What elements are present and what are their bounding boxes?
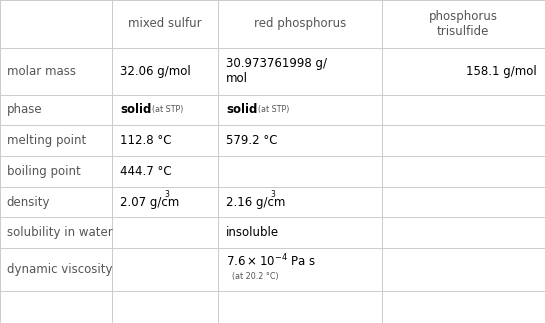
Text: 2.07 g/cm: 2.07 g/cm (120, 195, 179, 209)
Text: melting point: melting point (7, 134, 86, 147)
Text: (at STP): (at STP) (152, 106, 183, 114)
Text: (at 20.2 °C): (at 20.2 °C) (232, 272, 278, 281)
Text: 2.16 g/cm: 2.16 g/cm (226, 195, 286, 209)
Text: 158.1 g/mol: 158.1 g/mol (466, 65, 537, 78)
Text: phosphorus
trisulfide: phosphorus trisulfide (429, 10, 498, 38)
Text: 32.06 g/mol: 32.06 g/mol (120, 65, 191, 78)
Text: 3: 3 (165, 191, 169, 199)
Text: dynamic viscosity: dynamic viscosity (7, 263, 112, 276)
Text: solid: solid (120, 103, 152, 117)
Text: insoluble: insoluble (226, 226, 279, 239)
Text: mixed sulfur: mixed sulfur (128, 17, 202, 30)
Text: solubility in water: solubility in water (7, 226, 112, 239)
Text: 444.7 °C: 444.7 °C (120, 165, 172, 178)
Text: 3: 3 (271, 191, 276, 199)
Text: boiling point: boiling point (7, 165, 80, 178)
Text: 30.973761998 g/
mol: 30.973761998 g/ mol (226, 57, 327, 85)
Text: phase: phase (7, 103, 42, 117)
Text: density: density (7, 195, 50, 209)
Text: 579.2 °C: 579.2 °C (226, 134, 277, 147)
Text: (at STP): (at STP) (258, 106, 289, 114)
Text: red phosphorus: red phosphorus (253, 17, 346, 30)
Text: solid: solid (226, 103, 258, 117)
Text: $7.6\times10^{-4}$ Pa s: $7.6\times10^{-4}$ Pa s (226, 253, 316, 270)
Text: 112.8 °C: 112.8 °C (120, 134, 171, 147)
Text: molar mass: molar mass (7, 65, 76, 78)
